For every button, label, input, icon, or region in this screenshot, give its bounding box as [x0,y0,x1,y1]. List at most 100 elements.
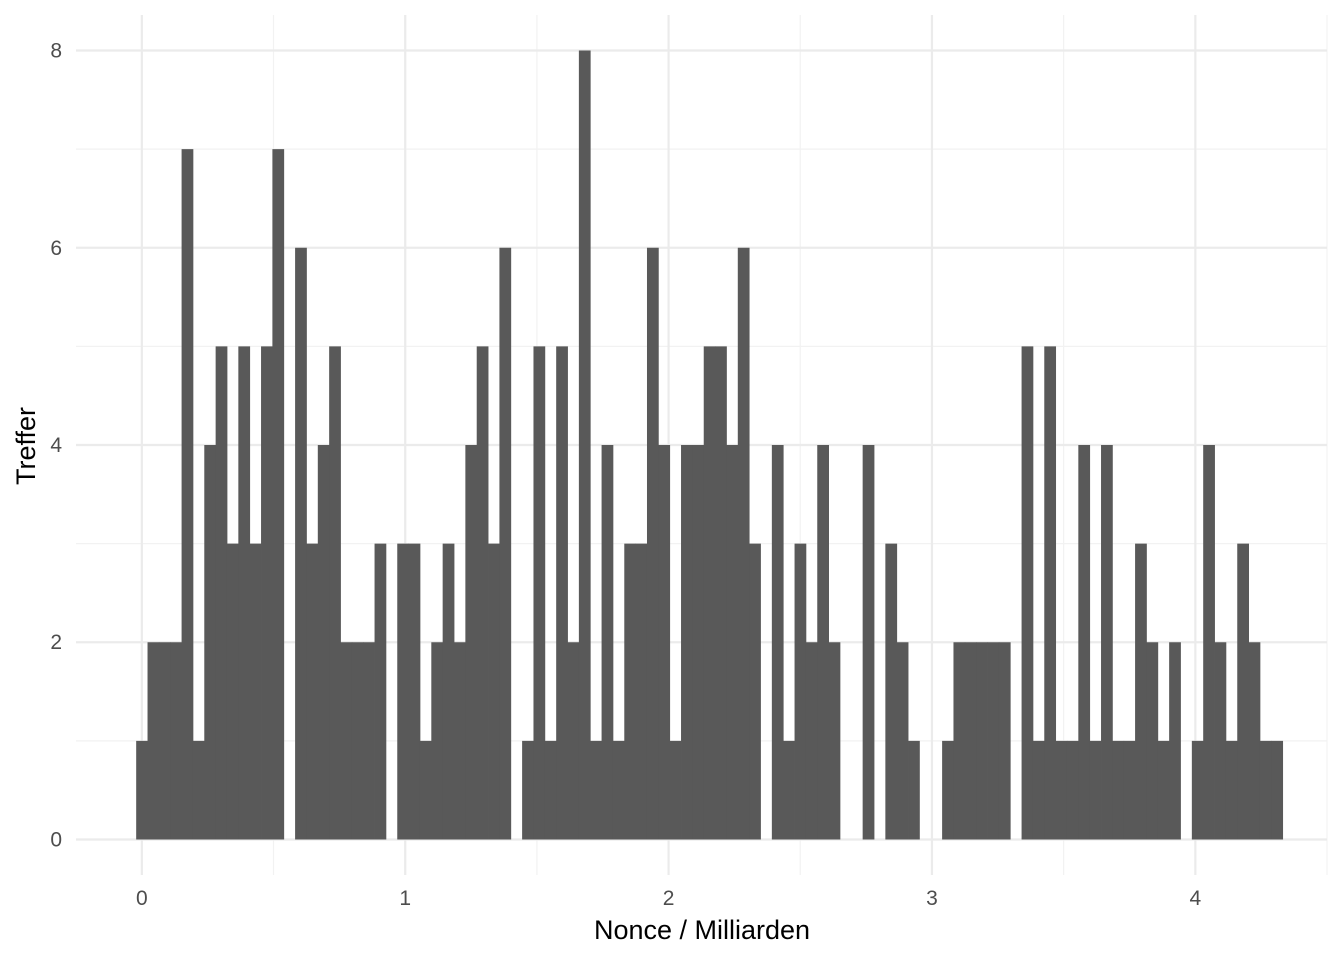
histogram-bar [295,247,307,840]
histogram-bar [556,346,568,840]
histogram-bar [317,445,330,840]
histogram-bar [567,642,580,840]
histogram-bar [465,445,478,840]
histogram-bar [261,346,273,840]
histogram-bar [1123,740,1136,840]
histogram-bar [998,642,1011,840]
histogram-bar [771,445,784,840]
histogram-bar [1101,445,1113,840]
histogram-bar [601,445,614,840]
histogram-bar [987,642,1000,840]
histogram-bar [1203,445,1215,840]
histogram-bar [737,247,750,840]
histogram-bar [363,642,375,840]
histogram-bar [1214,642,1227,840]
histogram-bar [885,543,898,840]
histogram-bar [749,543,761,840]
histogram-bar [340,642,353,840]
histogram-bar [1146,642,1159,840]
y-axis-title: Treffer [11,407,41,485]
x-tick-label: 3 [926,887,938,910]
histogram-bar [1225,740,1238,840]
histogram-bar [805,642,818,840]
histogram-bar [499,247,512,840]
x-tick-label: 4 [1189,887,1201,910]
histogram-bar [590,740,602,840]
y-tick-label: 2 [50,631,62,654]
histogram-bar [238,346,251,840]
histogram-bar [1271,740,1284,840]
histogram-bar [397,543,410,840]
histogram-bar [703,346,716,840]
histogram-bar [1237,543,1249,840]
histogram-bar [942,740,954,840]
histogram-bar [488,543,500,840]
histogram-bar [1259,740,1272,840]
x-axis-title: Nonce / Milliarden [594,915,810,945]
histogram-bar [1066,740,1079,840]
histogram-bar [976,642,988,840]
histogram-bar [1021,346,1034,840]
histogram-bar [306,543,319,840]
histogram-bar [635,543,648,840]
histogram-bar [692,445,705,840]
histogram-bar [1078,445,1091,840]
histogram-bar [158,642,171,840]
y-tick-label: 4 [50,434,62,457]
x-tick-label: 0 [136,887,148,910]
x-tick-labels: 0 1 2 3 4 [136,887,1201,910]
histogram-bar [544,740,557,840]
histogram-bar [646,247,659,840]
histogram-bar [715,346,727,840]
histogram-bar [658,445,671,840]
histogram-bar [1044,346,1057,840]
histogram-bar [181,149,194,840]
histogram-bar [442,543,455,840]
histogram-bar [1135,543,1147,840]
y-tick-label: 6 [50,237,62,260]
histogram-bar [964,642,977,840]
histogram-bar [249,543,262,840]
histogram-bar [669,740,682,840]
bars [136,50,1284,840]
histogram-bar [681,445,693,840]
x-tick-label: 2 [663,887,675,910]
histogram-bar [794,543,807,840]
histogram-bar [817,445,830,840]
histogram-bar [192,740,205,840]
histogram-bar [1169,642,1181,840]
histogram-bar [351,642,364,840]
histogram-bar [329,346,341,840]
y-tick-label: 8 [50,40,62,63]
x-tick-label: 1 [399,887,411,910]
histogram-bar [624,543,637,840]
histogram-bar [1248,642,1261,840]
histogram-bar [272,149,285,840]
histogram-bar [1089,740,1102,840]
histogram-bar [419,740,432,840]
histogram-bar [374,543,387,840]
histogram-bar [1032,740,1045,840]
histogram-bar [226,543,239,840]
histogram-bar [1157,740,1170,840]
histogram-bar [953,642,966,840]
histogram-bar [408,543,421,840]
histogram-bar [908,740,920,840]
histogram-bar [578,50,591,840]
histogram-bar [476,346,489,840]
histogram-bar [896,642,909,840]
histogram-bar [522,740,534,840]
histogram-bar [136,740,148,840]
y-tick-labels: 0 2 4 6 8 [50,40,62,852]
y-tick-label: 0 [50,828,62,851]
histogram-bar [1191,740,1204,840]
histogram-bar [215,346,228,840]
histogram-bar [204,445,217,840]
histogram-bar [454,642,466,840]
histogram-bar [828,642,841,840]
histogram-bar [147,642,160,840]
histogram-bar [533,346,546,840]
histogram-bar [726,445,739,840]
histogram-bar [1112,740,1125,840]
